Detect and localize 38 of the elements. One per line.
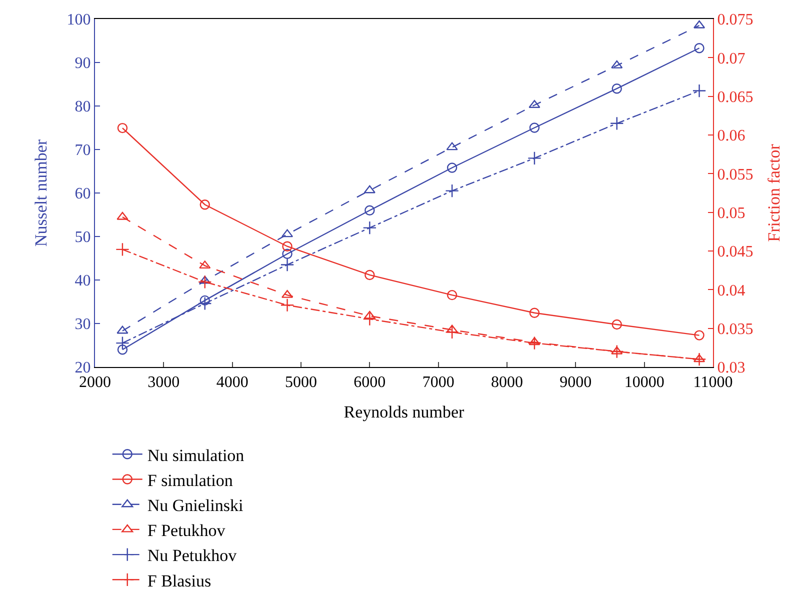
y2-tick-label: 0.045: [717, 244, 754, 261]
legend-label: Nu simulation: [147, 446, 245, 465]
x-tick-label: 5000: [285, 374, 317, 392]
y2-tick-label: 0.065: [717, 88, 754, 106]
y2-tick-label: 0.03: [717, 360, 746, 377]
y-tick-label: 70: [74, 142, 91, 160]
y-tick-label: 90: [74, 55, 91, 72]
y2-tick-label: 0.035: [717, 320, 754, 338]
y2-tick-label: 0.05: [717, 204, 746, 222]
y-axis-title: Nusselt number: [31, 139, 50, 247]
y2-tick-label: 0.06: [717, 128, 746, 145]
y2-axis-title: Friction factor: [764, 144, 784, 242]
x-tick-label: 4000: [216, 374, 248, 392]
x-tick-label: 7000: [422, 374, 454, 392]
y-tick-label: 60: [74, 186, 91, 203]
y-tick-label: 50: [74, 229, 91, 246]
y-tick-label: 30: [74, 316, 91, 334]
y2-tick-label: 0.055: [717, 166, 754, 184]
legend-label: Nu Petukhov: [147, 546, 238, 566]
y-tick-label: 40: [74, 272, 91, 290]
x-tick-label: 6000: [354, 374, 386, 392]
y2-tick-label: 0.04: [717, 282, 746, 300]
y2-tick-label: 0.07: [717, 50, 746, 68]
x-tick-label: 9000: [560, 374, 592, 392]
x-tick-label: 8000: [491, 374, 523, 392]
x-tick-label: 10000: [624, 374, 664, 392]
y-tick-label: 80: [74, 98, 91, 116]
legend-label: Nu Gnielinski: [147, 496, 244, 515]
y-tick-label: 20: [74, 360, 91, 377]
legend-label: F Petukhov: [147, 521, 226, 540]
x-tick-label: 3000: [148, 374, 180, 392]
x-tick-label: 2000: [79, 374, 111, 392]
y2-tick-label: 0.075: [717, 12, 754, 29]
x-axis-title: Reynolds number: [344, 402, 465, 422]
legend-label: F simulation: [147, 470, 234, 490]
x-tick-label: 11000: [693, 374, 733, 392]
y-tick-label: 100: [66, 12, 91, 29]
legend-label: F Blasius: [147, 571, 212, 590]
